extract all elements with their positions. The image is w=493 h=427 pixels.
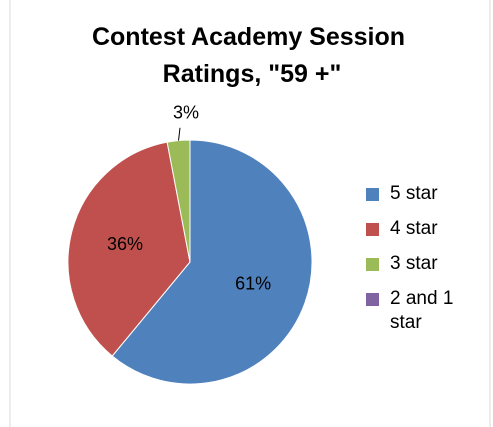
legend-swatch bbox=[366, 223, 379, 236]
pie-slice bbox=[67, 141, 191, 357]
legend-item: 5 star bbox=[366, 182, 466, 206]
legend-label: 5 star bbox=[390, 183, 438, 204]
data-label: 3% bbox=[173, 103, 199, 123]
legend-item: 2 and 1 star bbox=[366, 287, 470, 335]
legend-label: 4 star bbox=[390, 218, 438, 239]
pie-slice bbox=[111, 139, 313, 385]
legend-label: 3 star bbox=[390, 253, 438, 274]
legend-swatch bbox=[366, 188, 379, 201]
chart-title-line: Contest Academy Session bbox=[92, 23, 405, 51]
data-label: 36% bbox=[107, 234, 143, 254]
chart-title: Contest Academy Session Ratings, "59 +" bbox=[92, 23, 412, 88]
legend-item: 3 star bbox=[366, 252, 466, 276]
legend-label: 2 and 1 star bbox=[390, 288, 454, 333]
chart-title-line: Ratings, "59 +" bbox=[163, 60, 342, 88]
legend-swatch bbox=[366, 293, 379, 306]
leader-line bbox=[178, 127, 181, 141]
legend: 5 star 4 star 3 star 2 and 1 star bbox=[366, 182, 466, 346]
legend-item: 4 star bbox=[366, 217, 466, 241]
legend-swatch bbox=[366, 258, 379, 271]
data-label: 61% bbox=[235, 273, 271, 293]
